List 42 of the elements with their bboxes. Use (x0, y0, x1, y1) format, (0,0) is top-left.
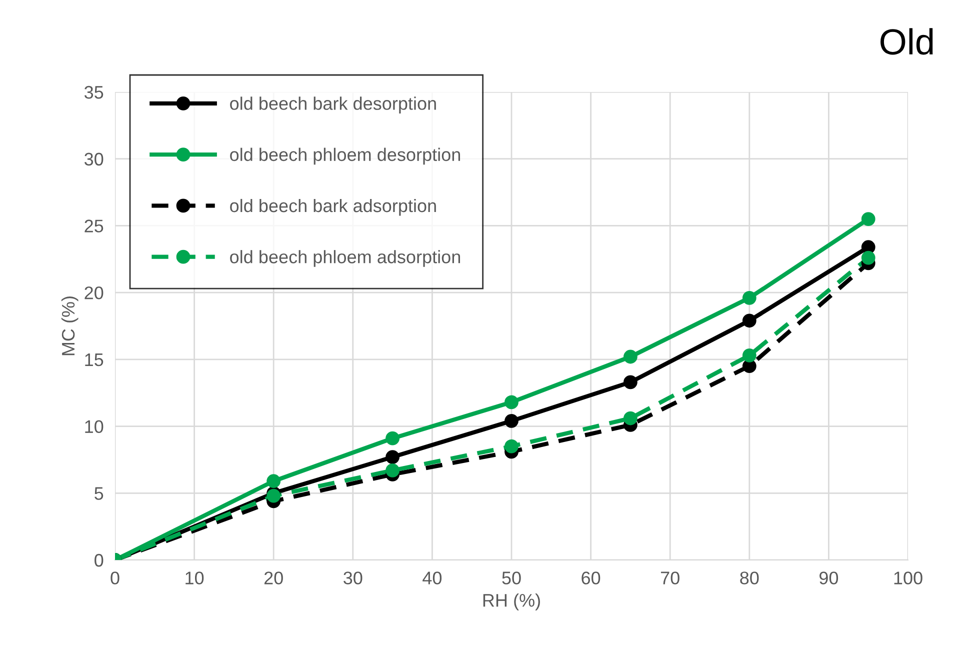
y-tick-label: 10 (85, 420, 104, 434)
x-tick-label: 10 (186, 572, 204, 584)
y-tick-label: 30 (84, 152, 104, 166)
point (624, 411, 638, 426)
y-tick-label: 15 (85, 354, 104, 366)
point (504, 414, 518, 428)
x-tick-label: 50 (502, 572, 521, 584)
point (504, 439, 518, 454)
x-tick-label: 40 (422, 572, 442, 584)
y-tick-label: 35 (84, 86, 104, 99)
point (861, 250, 876, 265)
chart-title: Old (880, 28, 933, 55)
legend-label: old beech phloem desorption (230, 148, 460, 165)
point (742, 314, 756, 328)
point (742, 290, 756, 305)
y-tick-label: 20 (84, 286, 104, 300)
point (266, 474, 281, 488)
point (624, 350, 638, 364)
legend-label: old beech bark desorption (230, 96, 436, 114)
point (386, 450, 400, 464)
y-tick-label: 5 (94, 487, 104, 500)
y-tick-label: 25 (84, 220, 104, 232)
point (624, 375, 638, 390)
x-tick-label: 20 (264, 572, 283, 584)
x-tick-label: 80 (740, 572, 759, 584)
x-axis-title: RH (%) (483, 594, 540, 610)
point (504, 395, 518, 410)
x-tick-label: 30 (344, 572, 362, 584)
legend-label: old beech phloem adsorption (230, 250, 460, 267)
x-tick-label: 60 (582, 572, 600, 584)
point (386, 463, 400, 478)
x-tick-label: 70 (660, 572, 680, 584)
legend-label: old beech bark adsorption (230, 198, 436, 216)
y-tick-label: 0 (94, 554, 104, 567)
x-tick-label: 0 (110, 572, 120, 584)
point (386, 431, 400, 446)
point (861, 212, 876, 226)
x-tick-label: 90 (820, 572, 838, 584)
point (266, 488, 281, 503)
x-tick-label: 100 (894, 572, 922, 584)
y-axis-title: MC (%) (61, 296, 78, 356)
point (742, 348, 756, 362)
